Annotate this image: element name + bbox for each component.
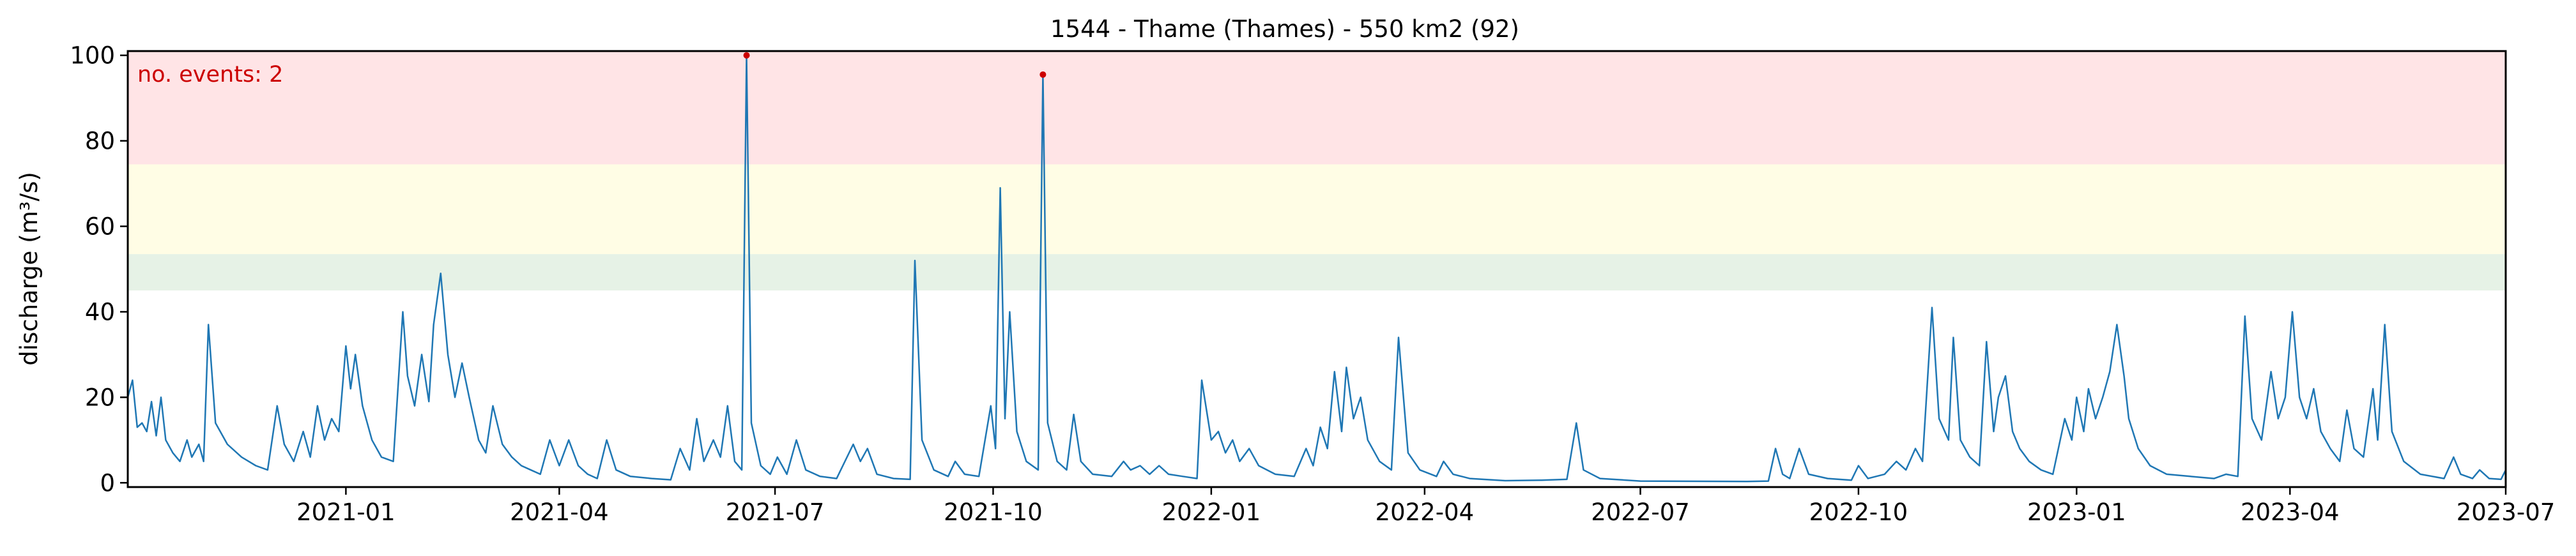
threshold-band-2 xyxy=(128,51,2506,165)
threshold-bands xyxy=(128,51,2506,290)
event-marker-0 xyxy=(743,52,750,59)
y-tick-label-1: 20 xyxy=(85,384,115,411)
x-tick-label-1: 2021-04 xyxy=(510,499,609,526)
series-line-0 xyxy=(126,54,2507,483)
x-tick-label-8: 2023-01 xyxy=(2027,499,2126,526)
threshold-band-0 xyxy=(128,254,2506,290)
y-tick-label-4: 80 xyxy=(85,128,115,155)
x-tick-label-3: 2021-10 xyxy=(944,499,1043,526)
x-tick-label-10: 2023-07 xyxy=(2457,499,2556,526)
y-tick-label-5: 100 xyxy=(70,42,115,70)
x-tick-label-4: 2022-01 xyxy=(1162,499,1261,526)
x-tick-label-2: 2021-07 xyxy=(726,499,825,526)
x-tick-label-5: 2022-04 xyxy=(1376,499,1475,526)
event-marker-1 xyxy=(1039,71,1046,78)
x-axis: 2021-01 2021-04 2021-07 2021-10 2022-01 2022-… xyxy=(296,487,2555,526)
y-tick-label-0: 0 xyxy=(100,469,115,497)
events-annotation: no. events: 2 xyxy=(137,62,283,87)
x-tick-label-7: 2022-10 xyxy=(1809,499,1908,526)
y-axis-label: discharge (m³/s) xyxy=(15,172,43,366)
chart-title: 1544 - Thame (Thames) - 550 km2 (92) xyxy=(1050,15,1519,43)
discharge-series xyxy=(126,54,2507,483)
plot-frame xyxy=(126,50,2507,488)
y-axis: 0 20 40 60 80 100 xyxy=(70,42,128,497)
y-tick-label-3: 60 xyxy=(85,213,115,241)
threshold-band-1 xyxy=(128,164,2506,255)
x-tick-label-6: 2022-07 xyxy=(1591,499,1690,526)
x-tick-label-0: 2021-01 xyxy=(296,499,395,526)
x-tick-label-9: 2023-04 xyxy=(2241,499,2340,526)
y-tick-label-2: 40 xyxy=(85,298,115,326)
event-markers xyxy=(743,52,1046,78)
